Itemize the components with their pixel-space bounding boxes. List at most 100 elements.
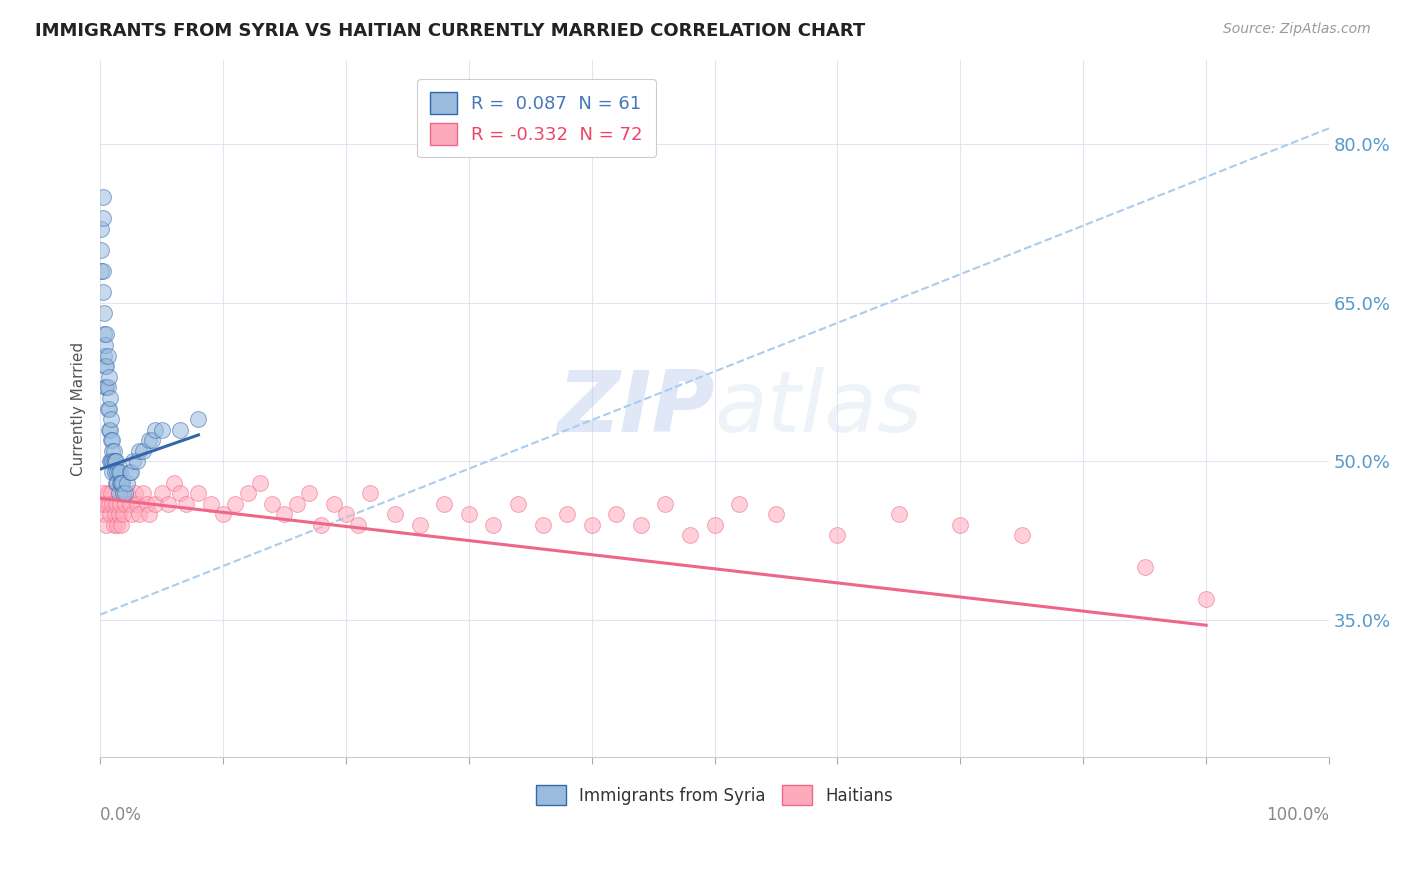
- Point: [156, 497, 179, 511]
- Point: [90, 243, 112, 257]
- Point: [103, 517, 125, 532]
- Text: atlas: atlas: [714, 367, 922, 450]
- Point: [91, 285, 114, 300]
- Point: [101, 434, 124, 448]
- Point: [457, 507, 479, 521]
- Point: [765, 507, 787, 521]
- Point: [94, 359, 117, 374]
- Point: [103, 454, 125, 468]
- Point: [93, 507, 115, 521]
- Point: [96, 359, 118, 374]
- Point: [163, 475, 186, 490]
- Point: [555, 507, 578, 521]
- Point: [105, 454, 128, 468]
- Point: [96, 327, 118, 342]
- Point: [141, 434, 163, 448]
- Point: [112, 507, 135, 521]
- Point: [104, 507, 127, 521]
- Point: [90, 264, 112, 278]
- Point: [107, 465, 129, 479]
- Point: [384, 507, 406, 521]
- Point: [90, 221, 112, 235]
- Point: [90, 497, 112, 511]
- Point: [125, 497, 148, 511]
- Point: [347, 517, 370, 532]
- Point: [506, 497, 529, 511]
- Point: [100, 454, 122, 468]
- Point: [100, 434, 122, 448]
- Point: [311, 517, 333, 532]
- Point: [887, 507, 910, 521]
- Point: [96, 517, 118, 532]
- Point: [111, 475, 134, 490]
- Text: IMMIGRANTS FROM SYRIA VS HAITIAN CURRENTLY MARRIED CORRELATION CHART: IMMIGRANTS FROM SYRIA VS HAITIAN CURRENT…: [35, 22, 866, 40]
- Point: [482, 517, 505, 532]
- Point: [93, 349, 115, 363]
- Point: [224, 497, 246, 511]
- Point: [107, 486, 129, 500]
- Point: [107, 507, 129, 521]
- Point: [108, 465, 131, 479]
- Point: [360, 486, 382, 500]
- Text: 100.0%: 100.0%: [1265, 806, 1329, 824]
- Point: [96, 380, 118, 394]
- Point: [98, 423, 121, 437]
- Point: [97, 423, 120, 437]
- Point: [150, 423, 173, 437]
- Point: [128, 507, 150, 521]
- Point: [105, 465, 128, 479]
- Point: [96, 349, 118, 363]
- Point: [335, 507, 357, 521]
- Point: [91, 190, 114, 204]
- Point: [128, 443, 150, 458]
- Point: [105, 475, 128, 490]
- Point: [120, 465, 142, 479]
- Point: [728, 497, 751, 511]
- Point: [108, 497, 131, 511]
- Text: ZIP: ZIP: [557, 367, 714, 450]
- Point: [1011, 528, 1033, 542]
- Point: [408, 517, 430, 532]
- Point: [115, 475, 138, 490]
- Point: [124, 486, 146, 500]
- Point: [132, 486, 155, 500]
- Point: [531, 517, 554, 532]
- Point: [118, 497, 141, 511]
- Text: Source: ZipAtlas.com: Source: ZipAtlas.com: [1223, 22, 1371, 37]
- Point: [121, 507, 143, 521]
- Point: [98, 391, 121, 405]
- Point: [100, 486, 122, 500]
- Legend: Immigrants from Syria, Haitians: Immigrants from Syria, Haitians: [529, 778, 900, 812]
- Point: [145, 497, 167, 511]
- Point: [679, 528, 702, 542]
- Point: [433, 497, 456, 511]
- Point: [262, 497, 284, 511]
- Point: [98, 454, 121, 468]
- Point: [94, 338, 117, 352]
- Point: [104, 465, 127, 479]
- Point: [249, 475, 271, 490]
- Point: [125, 454, 148, 468]
- Point: [97, 497, 120, 511]
- Point: [93, 327, 115, 342]
- Point: [96, 486, 118, 500]
- Point: [169, 423, 191, 437]
- Point: [1133, 560, 1156, 574]
- Point: [105, 475, 128, 490]
- Point: [135, 497, 157, 511]
- Point: [100, 412, 122, 426]
- Point: [200, 497, 222, 511]
- Text: 0.0%: 0.0%: [100, 806, 142, 824]
- Point: [212, 507, 235, 521]
- Point: [827, 528, 849, 542]
- Point: [114, 497, 136, 511]
- Point: [322, 497, 344, 511]
- Point: [285, 497, 308, 511]
- Y-axis label: Currently Married: Currently Married: [72, 342, 86, 475]
- Point: [187, 412, 209, 426]
- Point: [298, 486, 321, 500]
- Point: [103, 443, 125, 458]
- Point: [91, 264, 114, 278]
- Point: [187, 486, 209, 500]
- Point: [91, 486, 114, 500]
